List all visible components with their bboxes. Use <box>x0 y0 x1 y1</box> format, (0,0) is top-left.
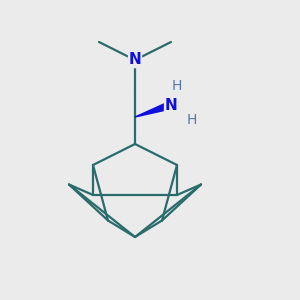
Text: N: N <box>165 98 177 112</box>
Text: H: H <box>187 113 197 127</box>
Text: H: H <box>172 79 182 92</box>
Text: N: N <box>129 52 141 68</box>
Polygon shape <box>135 101 172 117</box>
